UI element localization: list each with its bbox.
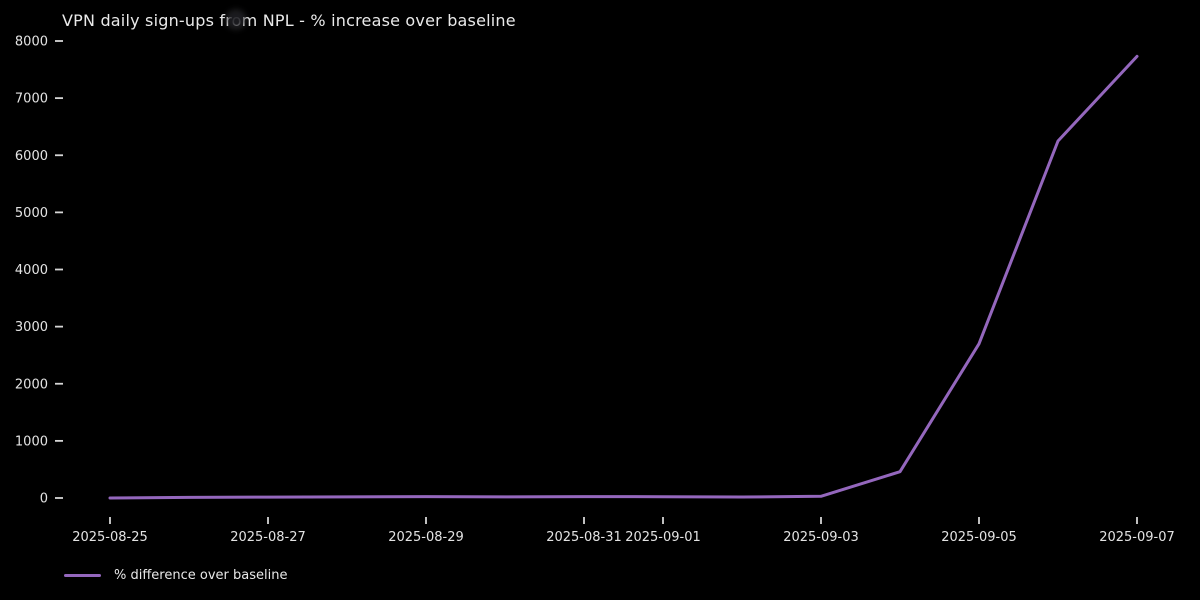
x-tick-label: 2025-09-01	[625, 530, 701, 545]
y-tick-label: 7000	[15, 92, 48, 107]
blur-artifact	[228, 12, 244, 27]
y-tick-label: 4000	[15, 263, 48, 278]
legend-line-swatch	[64, 573, 101, 577]
x-tick-label: 2025-09-05	[941, 530, 1017, 545]
x-tick-label: 2025-08-31	[546, 530, 622, 545]
y-tick-label: 2000	[15, 377, 48, 392]
series-line	[108, 54, 1139, 500]
x-tick-label: 2025-08-27	[230, 530, 306, 545]
legend-label: % difference over baseline	[114, 567, 288, 583]
y-tick-label: 3000	[15, 320, 48, 335]
y-tick-label: 6000	[15, 149, 48, 164]
x-tick-label: 2025-08-29	[388, 530, 464, 545]
y-tick-label: 5000	[15, 206, 48, 221]
y-tick-label: 1000	[15, 434, 48, 449]
x-tick-label: 2025-08-25	[72, 530, 148, 545]
y-tick-label: 8000	[15, 35, 48, 50]
legend: % difference over baseline	[64, 565, 287, 585]
y-tick-label: 0	[40, 492, 48, 507]
x-tick-label: 2025-09-07	[1099, 530, 1175, 545]
chart-title: VPN daily sign-ups from NPL - % increase…	[62, 11, 516, 30]
x-tick-label: 2025-09-03	[783, 530, 859, 545]
